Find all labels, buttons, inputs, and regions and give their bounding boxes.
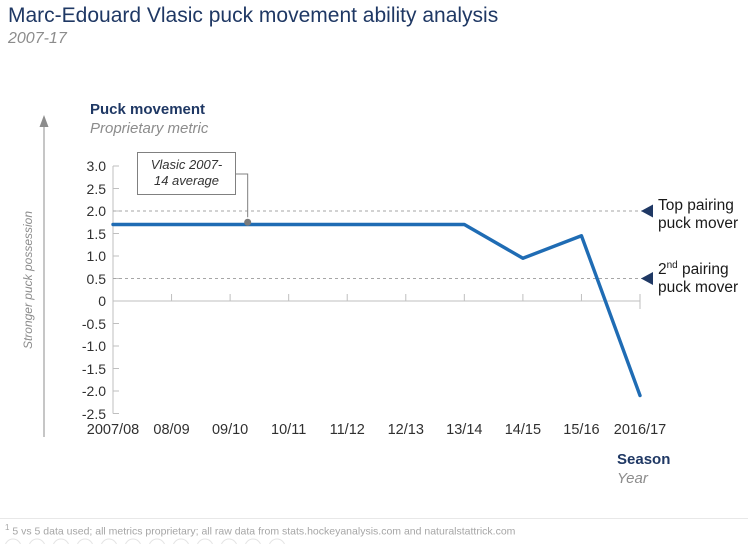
y-tick-label: -1.5 bbox=[81, 360, 106, 377]
watermark-circle bbox=[77, 538, 93, 544]
watermark-circle bbox=[245, 538, 261, 544]
x-tick-label: 11/12 bbox=[329, 422, 365, 438]
watermark-circle bbox=[53, 538, 69, 544]
left-arrow-icon bbox=[641, 204, 653, 218]
x-tick-label: 2016/17 bbox=[613, 422, 667, 438]
superscript-nd: nd bbox=[666, 259, 678, 271]
footnote-divider bbox=[0, 518, 748, 519]
watermark-circle bbox=[149, 538, 165, 544]
x-tick-label: 12/13 bbox=[387, 422, 424, 438]
x-axis-title: Season bbox=[617, 451, 671, 468]
y-tick-label: 0 bbox=[98, 293, 106, 309]
annotation-connector bbox=[233, 173, 249, 218]
y-tick-label: 0.5 bbox=[86, 270, 106, 287]
page-subtitle: 2007-17 bbox=[8, 30, 67, 47]
up-arrow-icon bbox=[39, 115, 49, 127]
y-tick-label: -2.0 bbox=[81, 383, 106, 399]
x-tick-label: 15/16 bbox=[563, 422, 600, 438]
x-tick-label: 10/11 bbox=[271, 422, 307, 438]
footnote-text: 5 vs 5 data used; all metrics proprietar… bbox=[9, 525, 516, 538]
x-tick-label: 09/10 bbox=[211, 422, 249, 438]
annotation-text-line2: 14 average bbox=[153, 173, 220, 188]
footnote-marker: 1 bbox=[5, 523, 10, 532]
watermark-circle bbox=[29, 538, 45, 544]
ref-label-line: 2nd pairing bbox=[658, 259, 729, 278]
x-tick-label: 13/14 bbox=[446, 422, 483, 438]
watermark-circle bbox=[125, 538, 141, 544]
watermark-circle bbox=[197, 538, 213, 544]
y-tick-label: 3.0 bbox=[86, 158, 106, 174]
page-title: Marc-Edouard Vlasic puck movement abilit… bbox=[8, 4, 499, 27]
watermark-circle bbox=[221, 538, 237, 544]
x-axis-subtitle: Year bbox=[617, 470, 648, 487]
y-tick-label: -0.5 bbox=[81, 315, 106, 332]
ref-label-line: puck mover bbox=[658, 215, 739, 232]
footnote: 1 5 vs 5 data used; all metrics propriet… bbox=[5, 523, 515, 538]
x-tick-label: 08/09 bbox=[153, 422, 190, 438]
x-tick-label: 14/15 bbox=[504, 422, 542, 438]
ref-label-line: puck mover bbox=[658, 279, 739, 296]
x-tick-label: 2007/08 bbox=[86, 422, 140, 438]
annotation-text-line1: Vlasic 2007- bbox=[150, 157, 223, 172]
left-arrow-icon bbox=[641, 272, 653, 285]
ref-label-top-pairing: Top pairing puck mover bbox=[658, 197, 738, 233]
watermark-circle bbox=[101, 538, 117, 544]
y-tick-label: 2.0 bbox=[86, 203, 106, 219]
series-line bbox=[111, 222, 642, 398]
y-tick-label: -1.0 bbox=[81, 338, 106, 354]
watermark-circle bbox=[269, 538, 285, 544]
y-tick-label: -2.5 bbox=[81, 405, 106, 422]
annotation-dot bbox=[244, 218, 252, 226]
y-tick-label: 1.0 bbox=[86, 248, 106, 264]
annotation-callout: Vlasic 2007- 14 average bbox=[137, 152, 236, 195]
y-axis-subtitle: Proprietary metric bbox=[90, 120, 209, 137]
y-tick-label: 1.5 bbox=[86, 225, 106, 242]
ref-label-2nd-pairing: 2nd pairing puck mover bbox=[658, 259, 739, 297]
watermark-circle bbox=[173, 538, 189, 544]
ref-label-line: Top pairing bbox=[658, 197, 734, 214]
watermark-circle bbox=[5, 538, 21, 544]
y-tick-label: 2.5 bbox=[86, 180, 106, 197]
y-axis-title: Puck movement bbox=[90, 101, 206, 118]
